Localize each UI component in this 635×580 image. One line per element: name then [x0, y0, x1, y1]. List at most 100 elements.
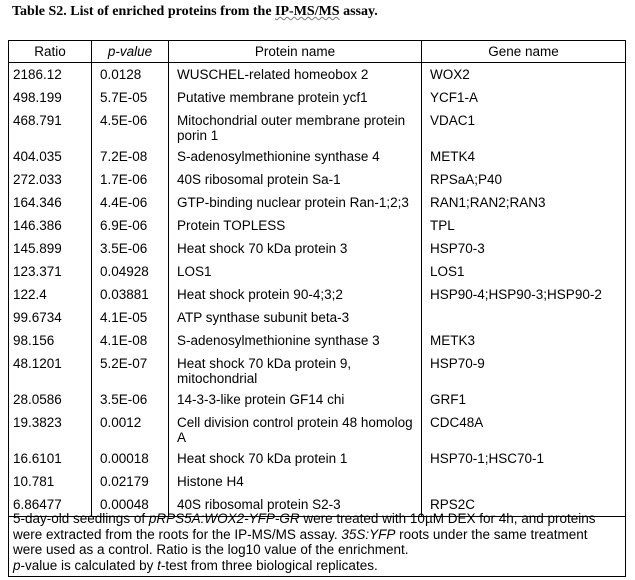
note-text-4: -value is calculated by [20, 557, 158, 573]
table-row: 164.346 4.4E-06 GTP-binding nuclear protei… [8, 191, 626, 214]
cell-ratio: 6.86477 [8, 493, 92, 517]
cell-protein-name: 40S ribosomal protein Sa-1 [168, 168, 422, 191]
table-header-row: Ratio p-value Protein name Gene name [8, 40, 626, 63]
cell-pvalue: 0.03881 [91, 283, 169, 306]
cell-pvalue: 4.5E-06 [91, 109, 169, 145]
table-row: 404.035 7.2E-08 S-adenosylmethionine synth… [8, 145, 626, 168]
cell-ratio: 28.0586 [8, 388, 92, 411]
cell-pvalue: 0.0012 [91, 411, 169, 447]
cell-ratio: 498.199 [8, 86, 92, 109]
caption-suffix: assay. [339, 4, 378, 19]
cell-ratio: 145.899 [8, 237, 92, 260]
cell-protein-name: Heat shock 70 kDa protein 1 [168, 447, 422, 470]
table-body: 2186.12 0.0128 WUSCHEL-related homeobox 2 W… [8, 62, 626, 517]
cell-gene-name: GRF1 [430, 392, 467, 407]
note-text-3: roots under the same treatment were used… [13, 526, 588, 558]
table-row: 498.199 5.7E-05 Putative membrane protein … [8, 86, 626, 109]
cell-gene-name: HSP70-3 [430, 241, 485, 256]
cell-pvalue: 5.2E-07 [91, 352, 169, 388]
note-text-2: were treated with 10µM DEX for 4h, and p… [13, 511, 596, 542]
cell-pvalue: 7.2E-08 [91, 145, 169, 168]
table-row: 16.6101 0.00018 Heat shock 70 kDa protein … [8, 447, 626, 470]
table-row: 48.1201 5.2E-07 Heat shock 70 kDa protein … [8, 352, 626, 388]
cell-ratio: 146.386 [8, 214, 92, 237]
cell-gene-name [422, 470, 626, 493]
cell-protein-name: S-adenosylmethionine synthase 4 [168, 145, 422, 168]
note-p: p [13, 557, 21, 573]
cell-protein-name: Cell division control protein 48 homolog… [168, 411, 422, 447]
cell-ratio: 122.4 [8, 283, 92, 306]
cell-protein-name: S-adenosylmethionine synthase 3 [168, 329, 422, 352]
cell-gene-name: METK4 [430, 149, 476, 164]
note-text-1: 5-day-old seedlings of [13, 511, 149, 526]
cell-gene-name: RPSaA;P40 [430, 172, 503, 187]
cell-protein-name: Protein TOPLESS [168, 214, 422, 237]
cell-ratio: 123.371 [8, 260, 92, 283]
cell-gene-name: VDAC1 [430, 113, 476, 128]
cell-gene-name: HSP90-4;HSP90-3;HSP90-2 [430, 287, 602, 302]
table-row: 98.156 4.1E-08 S-adenosylmethionine syntha… [8, 329, 626, 352]
cell-pvalue: 4.1E-08 [91, 329, 169, 352]
cell-ratio: 2186.12 [8, 62, 92, 86]
cell-ratio: 19.3823 [8, 411, 92, 447]
cell-ratio: 48.1201 [8, 352, 92, 388]
caption-prefix: Table S2. List of enriched proteins from… [12, 4, 276, 19]
header-pvalue: p-value [91, 40, 169, 63]
header-protein-name: Protein name [168, 40, 422, 63]
cell-ratio: 10.781 [8, 470, 92, 493]
cell-protein-name: Heat shock 70 kDa protein 3 [168, 237, 422, 260]
table-caption: Table S2. List of enriched proteins from… [12, 4, 378, 20]
cell-gene-name: RPS2C [430, 497, 476, 512]
cell-pvalue: 3.5E-06 [91, 388, 169, 411]
cell-pvalue: 0.00018 [91, 447, 169, 470]
cell-protein-name: ATP synthase subunit beta-3 [168, 306, 422, 329]
cell-pvalue: 3.5E-06 [91, 237, 169, 260]
cell-pvalue: 4.4E-06 [91, 191, 169, 214]
cell-gene-name: METK3 [430, 333, 476, 348]
cell-gene-name: HSP70-1;HSC70-1 [430, 451, 545, 466]
table-footnote: 5-day-old seedlings of pRPS5A:WOX2-YFP-G… [8, 509, 626, 577]
cell-ratio: 272.033 [8, 168, 92, 191]
cell-pvalue: 0.0128 [91, 62, 169, 86]
cell-ratio: 98.156 [8, 329, 92, 352]
cell-gene-name: LOS1 [430, 264, 465, 279]
header-ratio: Ratio [8, 40, 92, 63]
cell-pvalue: 0.02179 [91, 470, 169, 493]
cell-protein-name: Histone H4 [168, 470, 422, 493]
cell-protein-name: Heat shock protein 90-4;3;2 [168, 283, 422, 306]
cell-pvalue: 1.7E-06 [91, 168, 169, 191]
cell-gene-name: WOX2 [430, 67, 470, 82]
cell-ratio: 404.035 [8, 145, 92, 168]
table-row: 123.371 0.04928 LOS1 LOS1 [8, 260, 626, 283]
header-gene-name: Gene name [421, 40, 626, 63]
cell-gene-name: TPL [430, 218, 455, 233]
table-row: 99.6734 4.1E-05 ATP synthase subunit beta-… [8, 306, 626, 329]
table-row: 28.0586 3.5E-06 14-3-3-like protein GF14 c… [8, 388, 626, 411]
table-row: 145.899 3.5E-06 Heat shock 70 kDa protein … [8, 237, 626, 260]
table-row: 272.033 1.7E-06 40S ribosomal protein Sa-1… [8, 168, 626, 191]
cell-gene-name [422, 306, 626, 329]
cell-pvalue: 6.9E-06 [91, 214, 169, 237]
note-t: t [157, 557, 161, 573]
cell-ratio: 164.346 [8, 191, 92, 214]
cell-gene-name: YCF1-A [430, 90, 479, 105]
enriched-proteins-table: Ratio p-value Protein name Gene name 218… [8, 40, 626, 517]
table-row: 468.791 4.5E-06 Mitochondrial outer membra… [8, 109, 626, 145]
cell-ratio: 468.791 [8, 109, 92, 145]
cell-protein-name: GTP-binding nuclear protein Ran-1;2;3 [168, 191, 422, 214]
cell-gene-name: RAN1;RAN2;RAN3 [430, 195, 546, 210]
cell-gene-name: HSP70-9 [430, 356, 485, 371]
cell-protein-name: Mitochondrial outer membrane protein por… [168, 109, 422, 145]
table-row: 6.86477 0.00048 40S ribosomal protein S2-3… [8, 493, 626, 517]
table-row: 122.4 0.03881 Heat shock protein 90-4;3;2 H… [8, 283, 626, 306]
note-text-5: -test from three biological replicates. [160, 557, 378, 573]
caption-assay: IP-MS/MS [275, 4, 340, 19]
cell-ratio: 16.6101 [8, 447, 92, 470]
cell-protein-name: Heat shock 70 kDa protein 9, mitochondri… [168, 352, 422, 388]
cell-protein-name: Putative membrane protein ycf1 [168, 86, 422, 109]
cell-pvalue: 5.7E-05 [91, 86, 169, 109]
table-row: 19.3823 0.0012 Cell division control prote… [8, 411, 626, 447]
cell-pvalue: 4.1E-05 [91, 306, 169, 329]
cell-protein-name: WUSCHEL-related homeobox 2 [168, 62, 422, 86]
cell-pvalue: 0.00048 [91, 493, 169, 517]
